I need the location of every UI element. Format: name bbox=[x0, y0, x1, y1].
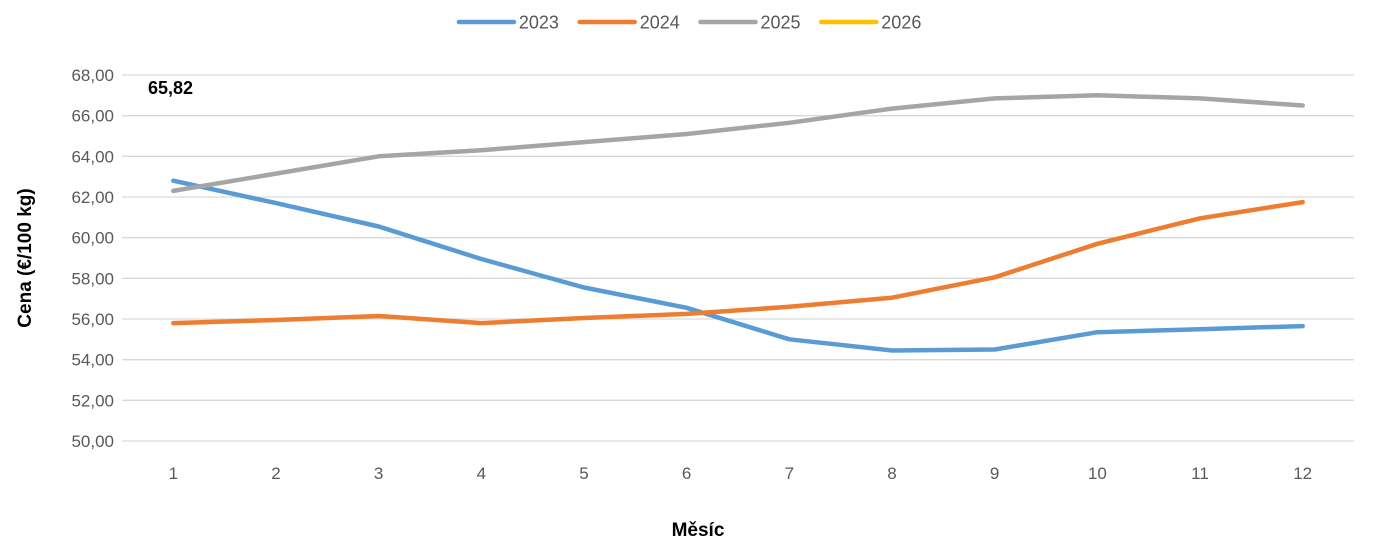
y-tick-label: 56,00 bbox=[71, 310, 114, 329]
legend-label-2024: 2024 bbox=[640, 13, 680, 33]
y-tick-label: 60,00 bbox=[71, 229, 114, 248]
x-tick-label: 8 bbox=[887, 464, 896, 483]
y-tick-label: 62,00 bbox=[71, 188, 114, 207]
series-lines bbox=[171, 93, 1305, 353]
legend-label-2026: 2026 bbox=[881, 13, 921, 33]
y-tick-label: 58,00 bbox=[71, 269, 114, 288]
y-axis-ticks: 50,00 52,00 54,00 56,00 58,00 60,00 62,00 64,00… bbox=[71, 66, 114, 451]
legend: 2023 2024 2025 2026 bbox=[456, 13, 921, 33]
legend-label-2025: 2025 bbox=[761, 13, 801, 33]
x-axis-title: Měsíc bbox=[672, 520, 725, 541]
y-tick-label: 68,00 bbox=[71, 66, 114, 85]
x-tick-label: 10 bbox=[1088, 464, 1107, 483]
y-tick-label: 64,00 bbox=[71, 147, 114, 166]
legend-label-2023: 2023 bbox=[519, 13, 559, 33]
x-tick-label: 3 bbox=[374, 464, 383, 483]
x-tick-label: 2 bbox=[271, 464, 280, 483]
y-tick-label: 54,00 bbox=[71, 351, 114, 370]
x-axis-ticks: 1 2 3 4 5 6 7 8 9 10 11 12 bbox=[169, 464, 1313, 483]
x-tick-label: 7 bbox=[785, 464, 794, 483]
x-tick-label: 6 bbox=[682, 464, 691, 483]
y-tick-label: 66,00 bbox=[71, 107, 114, 126]
gridlines bbox=[122, 74, 1354, 442]
y-tick-label: 50,00 bbox=[71, 432, 114, 451]
x-tick-label: 4 bbox=[477, 464, 486, 483]
series-line-2023 bbox=[171, 178, 1305, 353]
x-tick-label: 1 bbox=[169, 464, 178, 483]
x-tick-label: 12 bbox=[1293, 464, 1312, 483]
value-annotation: 65,82 bbox=[148, 78, 193, 98]
y-tick-label: 52,00 bbox=[71, 391, 114, 410]
x-tick-label: 11 bbox=[1191, 464, 1209, 483]
x-tick-label: 9 bbox=[990, 464, 999, 483]
series-line-2025 bbox=[171, 93, 1305, 194]
series-line-2024 bbox=[171, 199, 1305, 326]
y-axis-title: Cena (€/100 kg) bbox=[15, 188, 36, 327]
x-tick-label: 5 bbox=[579, 464, 588, 483]
